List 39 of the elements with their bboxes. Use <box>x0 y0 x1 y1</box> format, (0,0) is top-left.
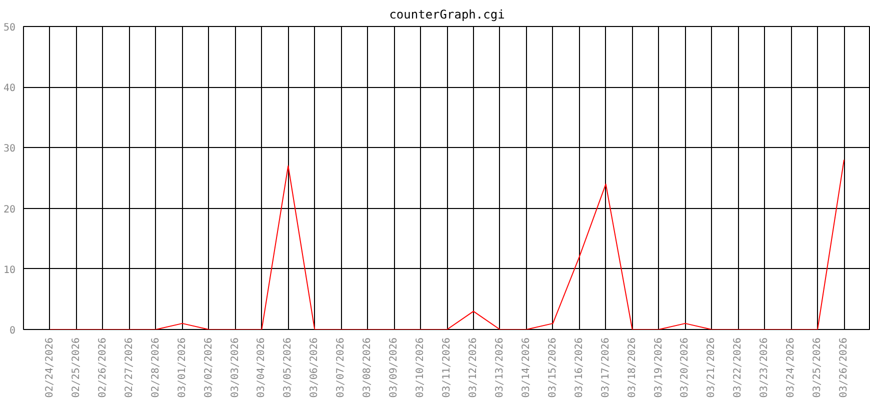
x-tick-label: 03/01/2026 <box>176 337 188 398</box>
x-tick-label: 03/20/2026 <box>680 337 691 398</box>
x-tick-label: 03/23/2026 <box>759 337 770 398</box>
x-tick-label: 03/15/2026 <box>547 337 558 398</box>
x-tick-label: 03/02/2026 <box>203 337 214 398</box>
x-tick-label: 02/27/2026 <box>124 337 135 398</box>
x-tick-label: 03/06/2026 <box>309 337 320 398</box>
x-tick-label: 03/10/2026 <box>415 337 426 398</box>
x-tick-label: 03/09/2026 <box>388 337 400 398</box>
x-tick-label: 03/16/2026 <box>574 337 585 398</box>
x-tick-label: 03/11/2026 <box>442 337 452 398</box>
x-tick-label: 03/26/2026 <box>838 337 850 398</box>
y-tick-label: 30 <box>3 144 16 155</box>
y-tick-label: 10 <box>3 264 16 276</box>
x-tick-label: 03/19/2026 <box>653 337 664 398</box>
y-tick-label: 0 <box>9 326 16 336</box>
x-tick-label: 03/05/2026 <box>282 337 294 398</box>
x-tick-label: 02/26/2026 <box>97 337 108 398</box>
x-tick-label: 03/18/2026 <box>626 337 638 398</box>
x-tick-label: 02/25/2026 <box>70 337 82 398</box>
x-tick-label: 03/21/2026 <box>706 337 718 398</box>
line-series <box>49 159 845 330</box>
y-tick-label: 50 <box>3 22 16 34</box>
x-tick-label: 03/14/2026 <box>520 337 532 398</box>
x-tick-label: 03/22/2026 <box>732 337 744 398</box>
x-tick-label: 03/13/2026 <box>494 337 506 398</box>
x-tick-label: 02/28/2026 <box>150 337 162 398</box>
x-tick-label: 02/24/2026 <box>44 337 56 398</box>
x-tick-label: 03/08/2026 <box>362 337 374 398</box>
y-tick-label: 20 <box>3 204 16 216</box>
x-tick-label: 03/25/2026 <box>812 337 824 398</box>
y-tick-label: 40 <box>3 83 16 94</box>
x-tick-label: 03/12/2026 <box>468 337 479 398</box>
x-tick-label: 03/24/2026 <box>786 337 797 398</box>
x-tick-label: 03/07/2026 <box>336 337 347 398</box>
x-tick-label: 03/17/2026 <box>600 337 612 398</box>
chart-title: counterGraph.cgi <box>389 8 505 22</box>
x-tick-label: 03/03/2026 <box>230 337 241 398</box>
x-tick-label: 03/04/2026 <box>256 337 268 398</box>
